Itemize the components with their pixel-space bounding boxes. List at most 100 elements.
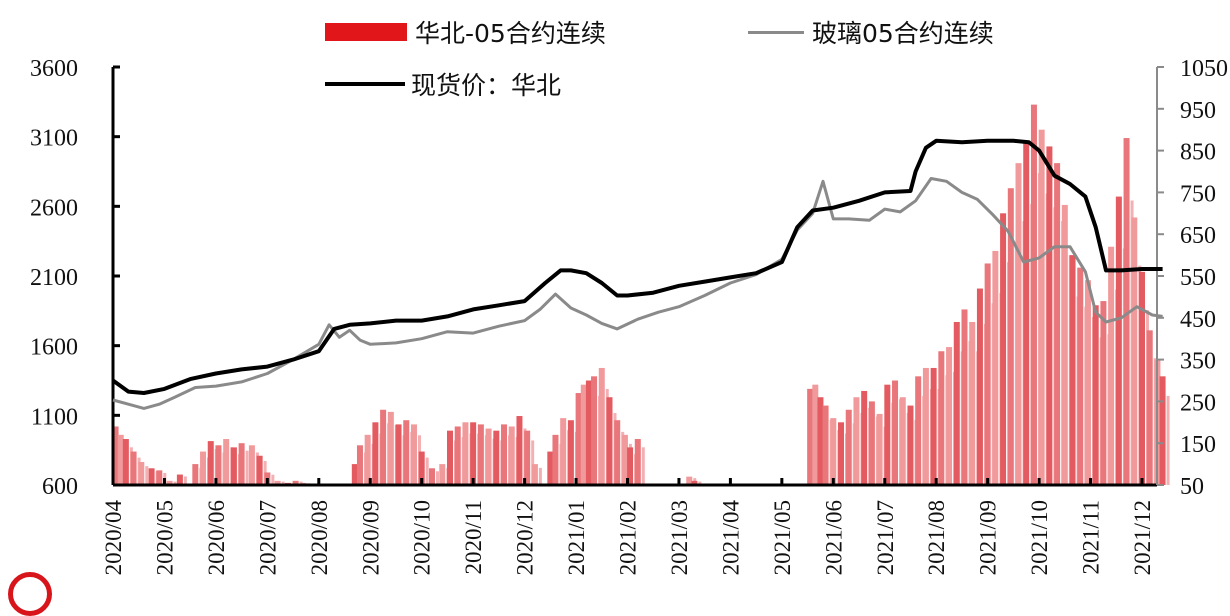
- bar: [1139, 271, 1145, 485]
- bar: [907, 405, 914, 485]
- bar: [1077, 267, 1084, 485]
- x-axis-tick-label: 2020/10: [410, 500, 435, 575]
- legend-item-bar: 华北-05合约连续: [325, 14, 606, 50]
- bar: [148, 468, 155, 485]
- bar: [861, 390, 868, 485]
- x-axis-tick-label: 2021/08: [924, 500, 949, 575]
- left-axis-tick-label: 3600: [30, 56, 78, 82]
- bar: [292, 480, 299, 485]
- bar: [281, 481, 285, 485]
- bar: [238, 443, 245, 485]
- bar: [130, 451, 137, 485]
- bar: [516, 416, 523, 485]
- right-axis-tick-label: 150: [1180, 432, 1216, 458]
- bar: [428, 468, 435, 485]
- bar: [1061, 204, 1068, 485]
- bar: [598, 367, 605, 485]
- bar: [403, 420, 410, 485]
- bar: [493, 430, 500, 485]
- bar: [560, 418, 567, 485]
- bar: [853, 397, 860, 485]
- bar: [961, 309, 968, 485]
- bar: [410, 424, 417, 485]
- x-axis-tick-label: 2021/05: [770, 500, 795, 575]
- bar: [1084, 280, 1091, 485]
- bar: [1046, 146, 1053, 486]
- right-axis-tick-label: 50: [1180, 474, 1204, 500]
- bar: [435, 471, 439, 485]
- bar: [992, 250, 999, 485]
- legend-swatch-gray-line: [748, 30, 804, 34]
- bar: [508, 426, 515, 485]
- x-axis-tick-label: 2021/01: [564, 500, 589, 575]
- left-axis-tick-label: 2100: [30, 265, 78, 291]
- bar: [112, 426, 119, 485]
- right-axis-tick-label: 250: [1180, 390, 1216, 416]
- bar: [567, 420, 574, 485]
- right-axis-tick-label: 950: [1180, 98, 1216, 124]
- bar: [1054, 163, 1061, 485]
- bar: [364, 434, 371, 485]
- bar: [930, 367, 937, 485]
- x-axis-tick-label: 2021/02: [616, 500, 641, 575]
- bar: [380, 409, 387, 485]
- bar: [1092, 305, 1099, 485]
- bar: [215, 445, 222, 485]
- x-axis-tick-label: 2020/06: [204, 500, 229, 575]
- bar: [830, 418, 837, 485]
- bar: [845, 409, 852, 485]
- bar: [166, 480, 173, 485]
- bar: [1015, 163, 1022, 485]
- bar: [524, 430, 531, 485]
- left-axis-tick-label: 1600: [30, 335, 78, 361]
- bar: [641, 447, 645, 485]
- left-axis-tick-label: 3100: [30, 126, 78, 152]
- left-axis-tick-label: 1100: [31, 404, 78, 430]
- bar: [1069, 255, 1076, 485]
- x-axis-tick-label: 2020/12: [513, 500, 538, 575]
- legend-swatch-black-line: [325, 82, 405, 86]
- bar: [173, 481, 177, 485]
- bar: [462, 422, 469, 485]
- bar: [372, 422, 379, 485]
- bar: [580, 384, 587, 485]
- bar: [418, 451, 425, 485]
- bar: [248, 445, 255, 485]
- bar: [395, 424, 402, 485]
- bar: [591, 376, 598, 485]
- bar: [838, 422, 845, 485]
- legend-label: 现货价：华北: [411, 71, 562, 100]
- bar: [627, 447, 634, 485]
- bar: [1131, 217, 1138, 486]
- right-axis-tick-label: 850: [1180, 140, 1216, 166]
- bar: [976, 288, 983, 485]
- left-axis-tick-label: 600: [42, 474, 78, 500]
- bar: [969, 321, 976, 485]
- right-axis-tick-label: 550: [1180, 265, 1216, 291]
- bar: [245, 450, 249, 485]
- bar: [501, 424, 508, 485]
- x-axis-tick-label: 2021/07: [873, 500, 898, 575]
- bar: [1100, 301, 1107, 485]
- bar: [953, 321, 960, 485]
- bar: [485, 428, 492, 485]
- legend-label: 华北-05合约连续: [415, 19, 606, 48]
- right-axis-tick-label: 350: [1180, 349, 1216, 375]
- right-axis-tick-label: 1050: [1180, 56, 1228, 82]
- bar: [817, 397, 824, 485]
- bar: [351, 464, 358, 485]
- watermark-logo-icon: [8, 572, 52, 616]
- bar: [439, 464, 446, 485]
- bar: [145, 466, 149, 485]
- right-axis-tick-label: 750: [1180, 181, 1216, 207]
- bar: [446, 430, 453, 485]
- bar: [698, 481, 702, 485]
- bar: [1108, 246, 1115, 485]
- bar: [915, 376, 922, 485]
- bar: [552, 434, 559, 485]
- x-axis-tick-label: 2020/11: [461, 500, 486, 575]
- bar: [634, 439, 641, 485]
- bar: [1000, 213, 1007, 486]
- x-axis-labels: 2020/04 2020/05 2020/06 2020/07 2020/08 2020/…: [101, 500, 1155, 576]
- line-series-glass-05: [112, 177, 1163, 410]
